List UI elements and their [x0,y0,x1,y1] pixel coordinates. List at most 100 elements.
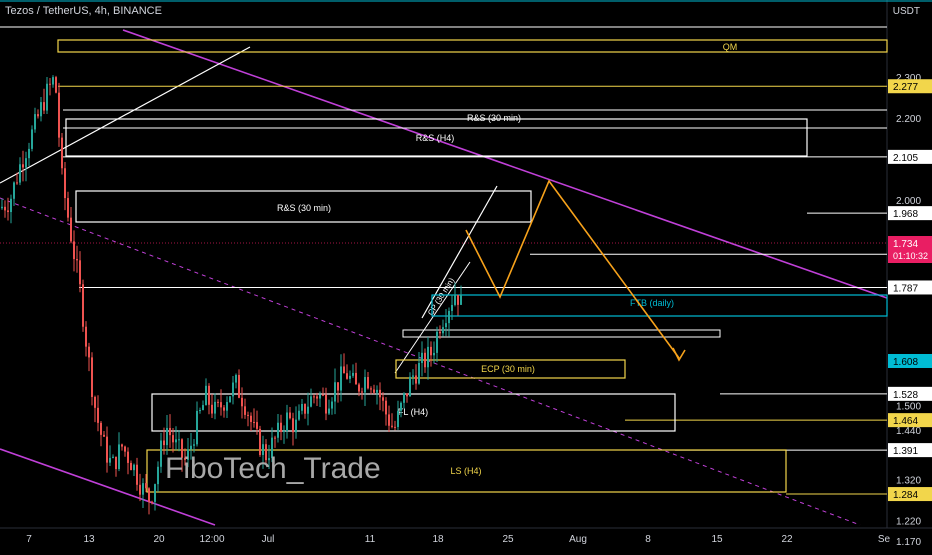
candle-body [460,294,462,305]
candle [286,404,288,439]
candle [103,431,105,438]
candle-body [211,404,213,414]
channel-upper-line [122,29,888,299]
candle-body [373,389,375,393]
price-label-bg [888,413,932,428]
candle [448,307,450,337]
candle [220,389,222,416]
price-label-bg [888,443,932,458]
candle-body [103,434,105,437]
candle [94,395,96,423]
candle-body [58,92,60,138]
y-tick-label-6: 1.320 [896,475,921,486]
candle [379,382,381,411]
price-label-bg [888,353,932,368]
candle-body [325,394,327,414]
y-tick-label-1: 2.200 [896,114,921,125]
candle [343,353,345,374]
candle [52,75,54,88]
candle [13,181,15,206]
candle [7,197,9,221]
candle-body [85,326,87,347]
candle-body [4,206,6,211]
candle-body [151,501,153,503]
candle-body [64,168,66,199]
candle-body [49,83,51,85]
candle [67,191,69,222]
candle-body [454,294,456,305]
candle [397,400,399,430]
candle-body [115,456,117,470]
candle-body [289,412,291,419]
candle [364,369,366,407]
zone-box [151,393,676,432]
candle-body [235,374,237,383]
price-label-1.464: 1.464 [888,413,932,428]
candle-body [16,182,18,184]
zone-label: FL (H4) [398,407,428,417]
candle [37,109,39,119]
candle [442,319,444,337]
candle [100,421,102,447]
candle [454,282,456,307]
candle-body [70,217,72,242]
candle-body [412,375,414,377]
candle-body [418,363,420,384]
candle [394,420,396,431]
candle [31,125,33,152]
currency-label[interactable]: USDT [892,6,920,17]
candle-body [427,346,429,368]
candle-body [307,406,309,414]
candle [415,364,417,390]
candle-body [139,484,141,495]
x-tick-label-8: Aug [569,534,587,545]
candles [1,75,462,515]
candle-body [214,401,216,414]
candle [310,388,312,408]
zone-label: FTB (daily) [630,298,674,308]
price-label-1.391: 1.391 [888,443,932,458]
candle-body [319,394,321,399]
candle-body [196,410,198,445]
candle [271,427,273,463]
candle-body [367,377,369,389]
candle [85,321,87,357]
candle [43,88,45,114]
price-label-2.105: 2.105 [888,149,932,164]
candle-body [409,376,411,397]
candle-body [166,427,168,446]
candle [163,427,165,455]
candle-body [118,444,120,470]
candle [289,406,291,420]
candle [73,230,75,272]
candle [412,369,414,385]
candle-body [157,466,159,485]
candle [133,463,135,476]
candle-body [220,402,222,408]
candle-body [43,102,45,111]
candle [124,445,126,457]
x-tick-label-5: 11 [365,534,376,545]
candle [358,382,360,397]
candle-body [379,389,381,398]
zone-label: ECP (30 min) [481,364,535,374]
zone-label: QM [723,42,738,52]
candle [58,82,60,147]
candle [292,412,294,446]
candle-body [205,385,207,406]
candle [325,387,327,421]
candle [64,161,66,211]
candle [229,395,231,403]
x-tick-label-7: 25 [502,534,514,545]
candle-body [160,440,162,467]
candle [253,408,255,428]
price-label-text: 1.464 [893,416,918,427]
candle-body [331,401,333,409]
candle [115,456,117,477]
candle-body [298,410,300,420]
price-label-bg [888,487,932,502]
candle [49,77,51,96]
candle [250,412,252,431]
